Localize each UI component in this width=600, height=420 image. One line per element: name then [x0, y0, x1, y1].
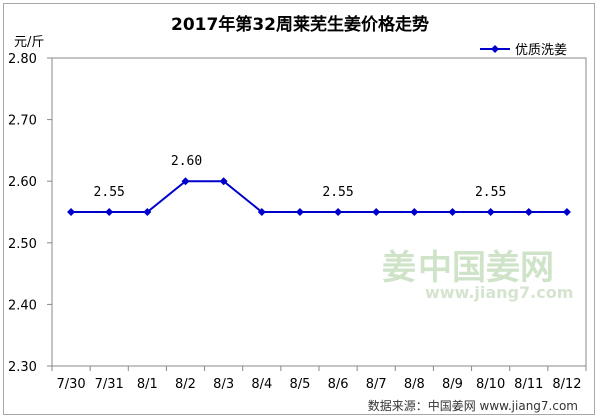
- data-point: [143, 208, 152, 216]
- y-tick-label: 2.50: [8, 237, 37, 252]
- legend: 优质洗姜: [480, 43, 567, 58]
- x-tick-label: 8/8: [404, 377, 425, 392]
- x-tick-label: 7/30: [56, 377, 85, 392]
- data-point: [105, 208, 114, 216]
- x-tick-label: 8/10: [476, 377, 505, 392]
- y-tick-label: 2.80: [8, 52, 37, 67]
- data-point: [410, 208, 419, 216]
- x-tick-label: 8/11: [514, 377, 543, 392]
- x-tick-label: 8/2: [175, 377, 196, 392]
- y-axis-unit: 元/斤: [14, 35, 44, 50]
- data-point: [67, 208, 76, 216]
- y-tick-label: 2.30: [8, 360, 37, 375]
- chart-title: 2017年第32周莱芜生姜价格走势: [171, 14, 429, 35]
- watermark-site-name: 中国姜网: [418, 248, 554, 288]
- data-label: 2.60: [171, 154, 202, 169]
- data-point: [257, 208, 266, 216]
- data-point: [448, 208, 457, 216]
- data-point: [562, 208, 571, 216]
- data-point: [334, 208, 343, 216]
- x-tick-label: 8/7: [366, 377, 387, 392]
- data-label: 2.55: [475, 185, 506, 200]
- x-tick-label: 8/5: [289, 377, 310, 392]
- y-tick-label: 2.60: [8, 175, 37, 190]
- legend-label: 优质洗姜: [515, 43, 567, 58]
- data-point: [219, 177, 228, 186]
- x-tick-label: 8/9: [442, 377, 463, 392]
- data-label: 2.55: [94, 185, 125, 200]
- legend-marker: [491, 45, 499, 53]
- data-point: [181, 177, 190, 186]
- y-tick-label: 2.40: [8, 298, 37, 313]
- data-label: 2.55: [322, 185, 353, 200]
- x-tick-label: 8/6: [328, 377, 349, 392]
- data-source: 数据来源：中国姜网 www.jiang7.com: [368, 398, 578, 413]
- x-tick-label: 8/4: [251, 377, 272, 392]
- series-line: [71, 180, 567, 213]
- data-point: [524, 208, 533, 216]
- y-tick-label: 2.70: [8, 114, 37, 129]
- x-tick-label: 8/12: [552, 377, 581, 392]
- data-point: [372, 208, 381, 216]
- watermark-url: www.jiang7.com: [425, 283, 573, 302]
- watermark-logo: 姜: [382, 248, 416, 288]
- data-point: [486, 208, 495, 216]
- data-point: [295, 208, 304, 216]
- x-tick-label: 8/3: [213, 377, 234, 392]
- watermark: 姜 中国姜网 www.jiang7.com: [382, 248, 573, 302]
- x-tick-label: 7/31: [95, 377, 124, 392]
- x-tick-label: 8/1: [137, 377, 158, 392]
